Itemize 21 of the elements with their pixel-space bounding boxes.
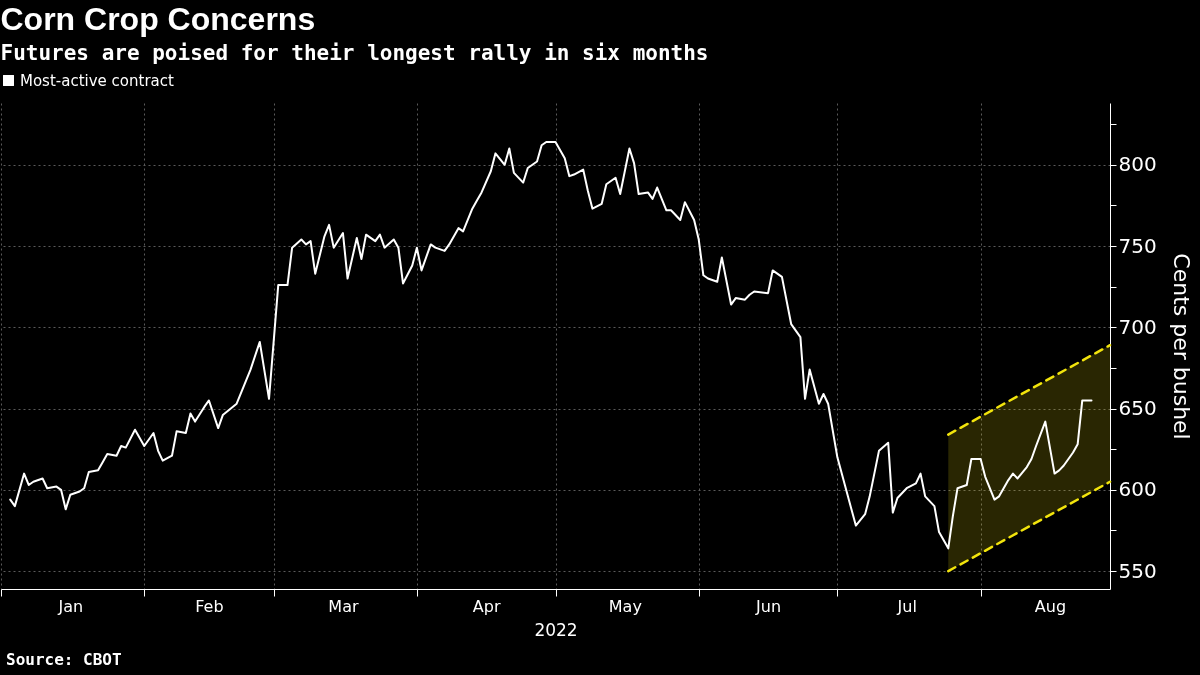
line-series [9,141,1093,550]
x-tick-label: May [608,596,642,616]
y-tick-label: 550 [1118,558,1157,583]
y-tick-label: 600 [1118,477,1157,502]
x-axis-title: 2022 [534,619,578,640]
x-tick-label: Jan [57,596,84,616]
y-tick-label: 800 [1118,152,1157,177]
source-note: Source: CBOT [6,650,122,669]
x-tick-label: Aug [1034,596,1067,616]
x-tick-label: Feb [195,596,224,616]
chart-subtitle: Futures are poised for their longest rally in six months [0,41,709,65]
chart-title: Corn Crop Concerns [0,1,316,37]
x-tick-label: Jun [755,596,782,616]
x-tick-label: Mar [328,596,359,616]
x-tick-label: Jul [896,596,917,616]
y-tick-label: 700 [1118,314,1157,339]
x-tick-label: Apr [472,596,501,616]
legend-label: Most-active contract [20,71,175,90]
y-tick-label: 750 [1118,233,1157,258]
y-axis-title: Cents per bushel [1168,253,1194,440]
y-tick-label: 650 [1118,396,1157,421]
